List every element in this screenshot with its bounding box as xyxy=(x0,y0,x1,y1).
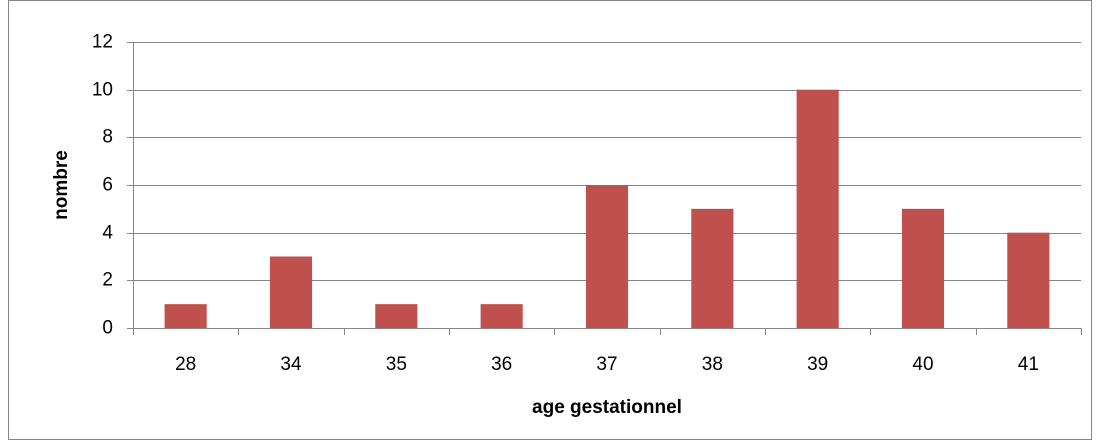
y-axis-label: nombre xyxy=(51,150,72,220)
y-tick-label: 10 xyxy=(92,80,113,101)
bar xyxy=(691,208,734,328)
y-tick-label: 8 xyxy=(102,127,113,148)
x-tick-label: 35 xyxy=(386,354,407,375)
bar xyxy=(796,89,839,329)
x-axis-label: age gestationnel xyxy=(532,397,682,418)
y-tick-label: 2 xyxy=(102,270,113,291)
x-tick-label: 34 xyxy=(280,354,302,375)
bar xyxy=(1007,232,1050,328)
x-tick-label: 41 xyxy=(1018,354,1039,375)
x-tick-label: 36 xyxy=(491,354,512,375)
bar xyxy=(901,208,945,328)
x-tick-label: 40 xyxy=(912,354,933,375)
y-tick-label: 0 xyxy=(102,318,113,339)
x-tick-label: 38 xyxy=(702,354,723,375)
x-tick-label: 28 xyxy=(175,354,196,375)
x-tick-label: 37 xyxy=(596,354,617,375)
y-tick-label: 6 xyxy=(102,175,113,196)
bar xyxy=(480,304,523,328)
y-tick-label: 4 xyxy=(102,223,113,244)
bar xyxy=(375,304,418,328)
bar xyxy=(269,256,313,328)
bar xyxy=(585,185,629,328)
y-tick-label: 12 xyxy=(92,32,113,53)
x-tick-label: 39 xyxy=(807,354,828,375)
bar xyxy=(164,304,207,328)
